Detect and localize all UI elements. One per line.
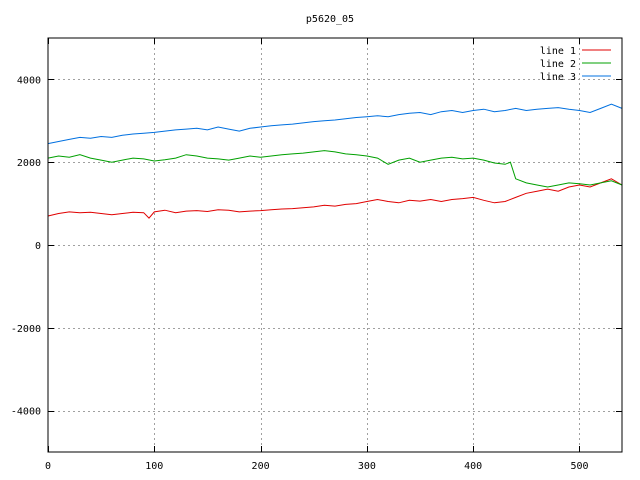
series-lines <box>47 103 623 219</box>
x-tick-label: 200 <box>252 461 270 472</box>
y-tick-label: -4000 <box>11 407 41 418</box>
x-tick-labels: 0 100 200 300 400 500 <box>45 461 589 472</box>
y-tick-label: 4000 <box>17 75 41 86</box>
legend-label-2: line 2 <box>540 59 576 70</box>
x-tick-label: 400 <box>464 461 482 472</box>
y-tick-label: 0 <box>35 241 41 252</box>
x-tick-label: 0 <box>45 461 51 472</box>
series-line-1 <box>47 178 623 219</box>
chart-title: p5620_05 <box>306 14 354 25</box>
legend: line 1 line 2 line 3 <box>540 46 611 83</box>
legend-label-3: line 3 <box>540 72 576 83</box>
series-line-2 <box>47 150 623 188</box>
x-tick-label: 300 <box>358 461 376 472</box>
y-tick-labels: -4000 -2000 0 2000 4000 <box>11 75 41 417</box>
legend-label-1: line 1 <box>540 46 576 57</box>
y-tick-label: 2000 <box>17 158 41 169</box>
grid-lines <box>48 38 622 452</box>
x-tick-label: 500 <box>570 461 588 472</box>
x-tick-label: 100 <box>145 461 163 472</box>
y-tick-label: -2000 <box>11 324 41 335</box>
series-line-3 <box>47 103 623 145</box>
axis-ticks <box>48 38 622 452</box>
